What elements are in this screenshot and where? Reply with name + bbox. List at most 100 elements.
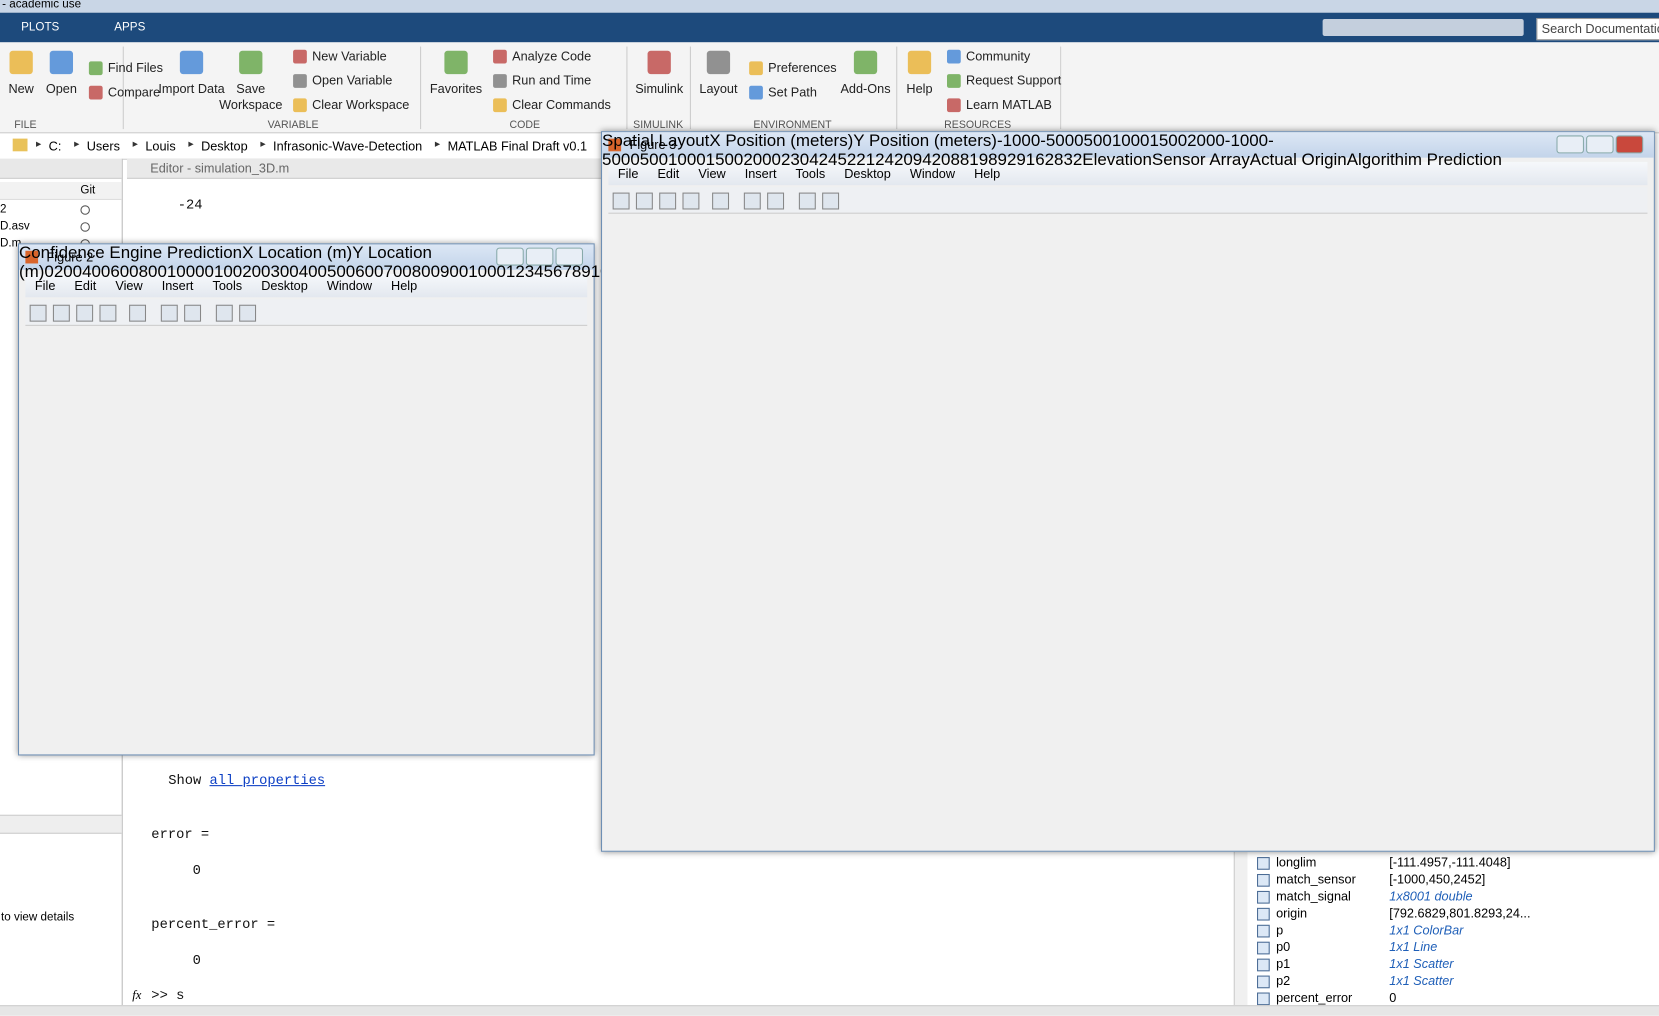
path-segment[interactable]: MATLAB Final Draft v0.1 — [447, 138, 588, 154]
menu-item[interactable]: Insert — [744, 166, 777, 181]
path-arrow: ▸ — [74, 138, 80, 151]
ribbon-button[interactable]: Clear Commands — [512, 97, 611, 113]
ribbon-button[interactable]: Run and Time — [512, 73, 592, 88]
toolbar-button[interactable] — [29, 304, 47, 322]
ribbon-button[interactable]: Favorites — [429, 81, 483, 97]
ribbon-button[interactable]: Help — [906, 81, 933, 97]
path-segment[interactable]: C: — [48, 138, 62, 154]
close-button[interactable] — [1615, 135, 1644, 154]
path-segment[interactable]: Desktop — [201, 138, 248, 154]
menu-item[interactable]: Tools — [212, 278, 243, 294]
ribbon-button[interactable]: Analyze Code — [512, 48, 592, 64]
file-name[interactable]: D.m — [0, 237, 22, 250]
ribbon-button[interactable]: Compare — [107, 84, 161, 100]
var-value: [-1000,450,2452] — [1389, 871, 1486, 887]
toolbar-button[interactable] — [743, 192, 761, 210]
path-segment[interactable]: Users — [86, 138, 120, 154]
x-tick-label: 600 — [110, 263, 139, 282]
search-box[interactable]: Search Documentation — [1536, 17, 1659, 41]
y-tick-label: 1000 — [468, 263, 506, 282]
maximize-button[interactable] — [1586, 135, 1614, 154]
sensor-label: 2094 — [893, 151, 932, 170]
ribbon-button[interactable]: Request Support — [966, 73, 1062, 88]
properties-link[interactable]: all properties — [209, 772, 326, 789]
maximize-button[interactable] — [525, 247, 554, 266]
minimize-button[interactable] — [496, 247, 524, 266]
menu-item[interactable]: Edit — [657, 166, 680, 181]
menu-item[interactable]: Window — [326, 278, 373, 294]
figure-toolbar — [608, 187, 1648, 214]
editor-header: Editor - simulation_3D.m — [126, 158, 604, 179]
toolbar-button[interactable] — [635, 192, 653, 210]
toolbar-button[interactable] — [76, 304, 94, 322]
ribbon-button[interactable]: New — [8, 81, 34, 97]
ribbon-button[interactable]: Set Path — [768, 84, 817, 100]
toolbar-button[interactable] — [184, 304, 202, 322]
ribbon-button[interactable]: Save Workspace — [219, 81, 283, 113]
figure-window[interactable]: Figure 3 File Edit View Insert Tools Desktop Wi… — [601, 131, 1655, 852]
menu-item[interactable]: Help — [391, 278, 418, 294]
ribbon-button[interactable]: Community — [966, 48, 1031, 64]
var-icon — [1257, 873, 1270, 887]
toolbar-button[interactable] — [712, 192, 730, 210]
ribbon-button[interactable]: Add-Ons — [840, 81, 891, 97]
ribbon-button[interactable]: Learn MATLAB — [966, 97, 1052, 113]
file-name[interactable]: 2 — [0, 203, 7, 216]
menu-item[interactable]: Edit — [74, 278, 97, 294]
ribbon-button[interactable]: Find Files — [107, 60, 163, 76]
toolbar-button[interactable] — [215, 304, 233, 322]
menu-item[interactable]: Desktop — [261, 278, 308, 294]
menu-item[interactable]: Tools — [795, 166, 826, 181]
ribbon-tab[interactable]: APPS — [114, 21, 146, 34]
toolbar-button[interactable] — [99, 304, 117, 322]
menu-item[interactable]: File — [617, 166, 639, 181]
toolbar-button[interactable] — [239, 304, 257, 322]
ribbon-button[interactable]: New Variable — [312, 48, 387, 64]
menu-item[interactable]: View — [115, 278, 143, 294]
toolbar-button[interactable] — [612, 192, 630, 210]
file-name[interactable]: D.asv — [0, 220, 30, 233]
toolbar-button[interactable] — [767, 192, 785, 210]
menu-item[interactable]: File — [34, 278, 56, 294]
x-axis-label: X Position (meters) — [709, 132, 854, 151]
git-column: Git — [80, 184, 96, 197]
ribbon-button[interactable]: Import Data — [158, 81, 225, 97]
ribbon-button[interactable]: Layout — [699, 81, 738, 97]
ribbon-button[interactable]: Open Variable — [312, 73, 393, 88]
toolbar-button[interactable] — [822, 192, 840, 210]
toolbar-button[interactable] — [798, 192, 816, 210]
menu-item[interactable]: Help — [974, 166, 1001, 181]
ribbon-icon — [749, 85, 763, 100]
cmd-line: 0 — [192, 952, 201, 969]
toolbar-button[interactable] — [129, 304, 147, 322]
ribbon-tab[interactable]: PLOTS — [21, 21, 60, 34]
figure-window[interactable]: Figure 2 File Edit View Insert Tools Desktop Wi… — [17, 243, 765, 756]
var-icon — [1257, 992, 1270, 1006]
toolbar-button[interactable] — [659, 192, 677, 210]
ribbon-icon — [444, 50, 468, 75]
toolbar-button[interactable] — [52, 304, 70, 322]
minimize-button[interactable] — [1556, 135, 1584, 154]
ribbon-button[interactable]: Preferences — [768, 60, 837, 76]
toolbar-button[interactable] — [682, 192, 700, 210]
toolbar-button[interactable] — [160, 304, 178, 322]
menu-item[interactable]: View — [698, 166, 726, 181]
menu-item[interactable]: Window — [909, 166, 956, 181]
x-tick-label: -1000 — [996, 132, 1041, 151]
ribbon-button[interactable]: Clear Workspace — [312, 97, 410, 113]
details-header[interactable] — [0, 814, 122, 834]
ribbon-group-label: CODE — [509, 119, 541, 132]
ribbon-icon — [749, 61, 763, 76]
ribbon-button[interactable]: Open — [45, 81, 77, 97]
path-segment[interactable]: Infrasonic-Wave-Detection — [273, 138, 423, 154]
ribbon-icon — [706, 50, 731, 75]
menu-item[interactable]: Insert — [161, 278, 194, 294]
path-segment[interactable]: Louis — [145, 138, 176, 154]
menu-item[interactable]: Desktop — [844, 166, 891, 181]
legend-label: Sensor Array — [1151, 151, 1250, 170]
var-name: match_signal — [1276, 888, 1351, 904]
close-button[interactable] — [555, 247, 584, 266]
ribbon-button[interactable]: Simulink — [635, 81, 684, 97]
scrollbar[interactable] — [1233, 851, 1248, 1006]
cmd-prompt[interactable]: >> s — [151, 987, 185, 1004]
